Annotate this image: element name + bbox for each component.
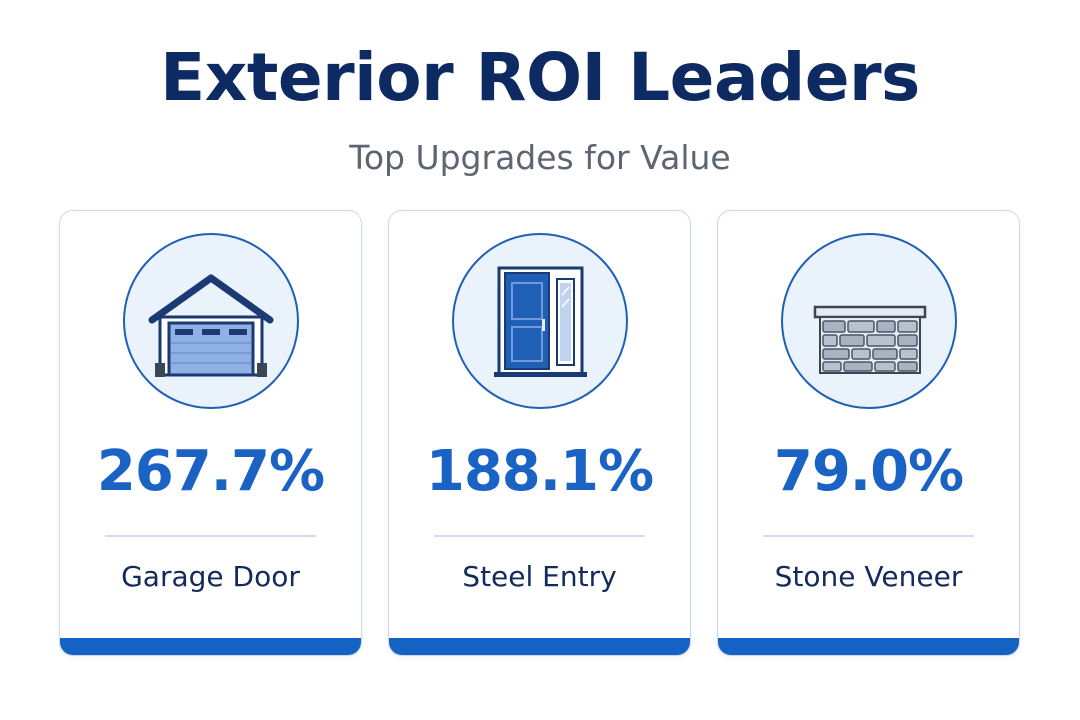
- page-subtitle: Top Upgrades for Value: [349, 138, 731, 177]
- card-accent-bar: [389, 638, 690, 655]
- garage-door-icon: [148, 274, 274, 377]
- card-accent-bar: [60, 638, 361, 655]
- steel-entry-door-icon: [494, 266, 587, 377]
- divider: [434, 535, 645, 537]
- stone-veneer-icon: [813, 305, 927, 374]
- icon-badge: [123, 233, 299, 409]
- page-title: Exterior ROI Leaders: [160, 39, 920, 116]
- upgrade-label: Stone Veneer: [774, 560, 963, 593]
- roi-card-steel-entry: 188.1% Steel Entry: [388, 210, 691, 656]
- upgrade-label: Steel Entry: [462, 560, 617, 593]
- divider: [105, 535, 316, 537]
- icon-badge: [781, 233, 957, 409]
- icon-badge: [452, 233, 628, 409]
- roi-card-stone-veneer: 79.0% Stone Veneer: [717, 210, 1020, 656]
- roi-value: 188.1%: [425, 439, 654, 504]
- roi-value: 79.0%: [773, 439, 964, 504]
- divider: [763, 535, 974, 537]
- roi-value: 267.7%: [96, 439, 325, 504]
- card-accent-bar: [718, 638, 1019, 655]
- upgrade-label: Garage Door: [121, 560, 300, 593]
- roi-card-garage-door: 267.7% Garage Door: [59, 210, 362, 656]
